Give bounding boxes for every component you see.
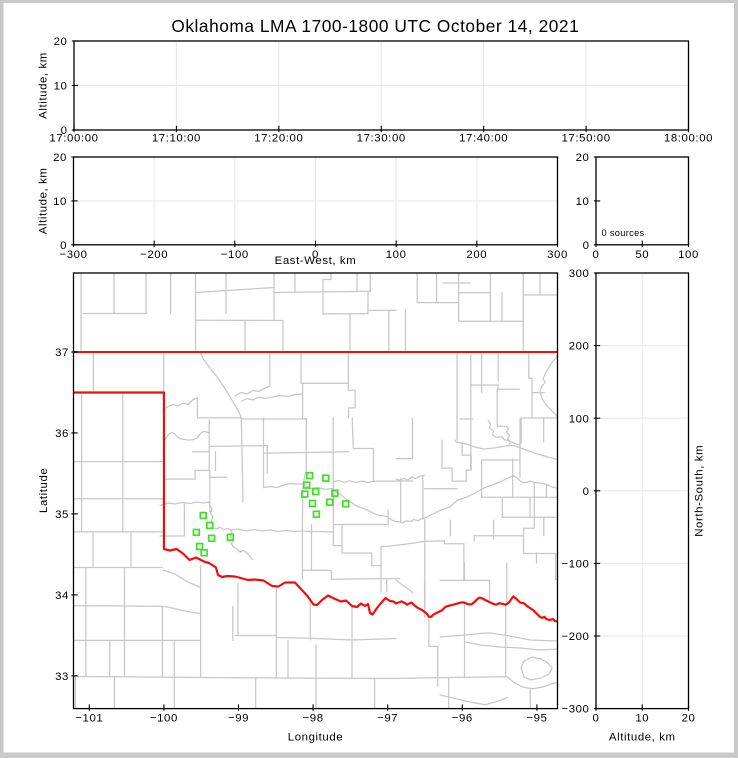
svg-text:300: 300 (547, 249, 568, 261)
svg-text:North-South, km: North-South, km (694, 445, 706, 537)
svg-text:−200: −200 (140, 249, 168, 261)
svg-text:34: 34 (55, 590, 69, 602)
svg-text:−96: −96 (452, 712, 473, 724)
svg-text:100: 100 (569, 413, 590, 425)
svg-text:−100: −100 (221, 249, 249, 261)
svg-text:0: 0 (593, 249, 600, 261)
svg-text:20: 20 (576, 152, 590, 164)
svg-text:−95: −95 (526, 712, 547, 724)
svg-text:10: 10 (635, 712, 649, 724)
svg-text:36: 36 (55, 428, 69, 440)
svg-text:Altitude, km: Altitude, km (38, 168, 50, 235)
svg-text:Longitude: Longitude (288, 732, 343, 744)
svg-text:18:00:00: 18:00:00 (664, 133, 713, 145)
svg-text:100: 100 (678, 249, 699, 261)
svg-text:10: 10 (54, 81, 68, 93)
svg-text:−98: −98 (303, 712, 324, 724)
svg-text:200: 200 (466, 249, 487, 261)
svg-text:35: 35 (55, 509, 69, 521)
svg-text:17:20:00: 17:20:00 (254, 133, 303, 145)
svg-text:300: 300 (569, 268, 590, 280)
svg-text:0: 0 (583, 486, 590, 498)
svg-text:0: 0 (61, 125, 68, 137)
svg-text:10: 10 (53, 196, 67, 208)
svg-text:−100: −100 (561, 559, 589, 571)
svg-text:−97: −97 (377, 712, 398, 724)
svg-text:17:30:00: 17:30:00 (357, 133, 406, 145)
svg-text:50: 50 (635, 249, 649, 261)
svg-text:37: 37 (55, 347, 69, 359)
svg-text:17:00:00: 17:00:00 (49, 133, 98, 145)
svg-text:17:10:00: 17:10:00 (152, 133, 201, 145)
svg-text:10: 10 (576, 196, 590, 208)
svg-text:Latitude: Latitude (38, 468, 50, 513)
svg-text:17:50:00: 17:50:00 (562, 133, 611, 145)
svg-text:33: 33 (55, 671, 69, 683)
svg-text:20: 20 (54, 36, 68, 48)
svg-text:−100: −100 (150, 712, 178, 724)
svg-text:0: 0 (583, 240, 590, 252)
svg-text:−200: −200 (561, 631, 589, 643)
svg-text:−101: −101 (75, 712, 103, 724)
svg-text:20: 20 (53, 152, 67, 164)
svg-text:17:40:00: 17:40:00 (459, 133, 508, 145)
svg-text:0 sources: 0 sources (602, 228, 645, 238)
svg-text:−300: −300 (561, 704, 589, 716)
svg-text:0: 0 (593, 712, 600, 724)
svg-text:100: 100 (386, 249, 407, 261)
svg-text:−300: −300 (59, 249, 87, 261)
svg-text:−99: −99 (228, 712, 249, 724)
svg-text:Altitude, km: Altitude, km (38, 52, 50, 119)
svg-text:East-West, km: East-West, km (275, 255, 357, 267)
svg-text:20: 20 (682, 712, 696, 724)
svg-text:200: 200 (569, 341, 590, 353)
svg-text:0: 0 (312, 249, 319, 261)
svg-text:0: 0 (60, 240, 67, 252)
svg-text:Oklahoma LMA 1700-1800 UTC Oct: Oklahoma LMA 1700-1800 UTC October 14, 2… (171, 16, 579, 36)
svg-text:Altitude, km: Altitude, km (609, 732, 676, 744)
